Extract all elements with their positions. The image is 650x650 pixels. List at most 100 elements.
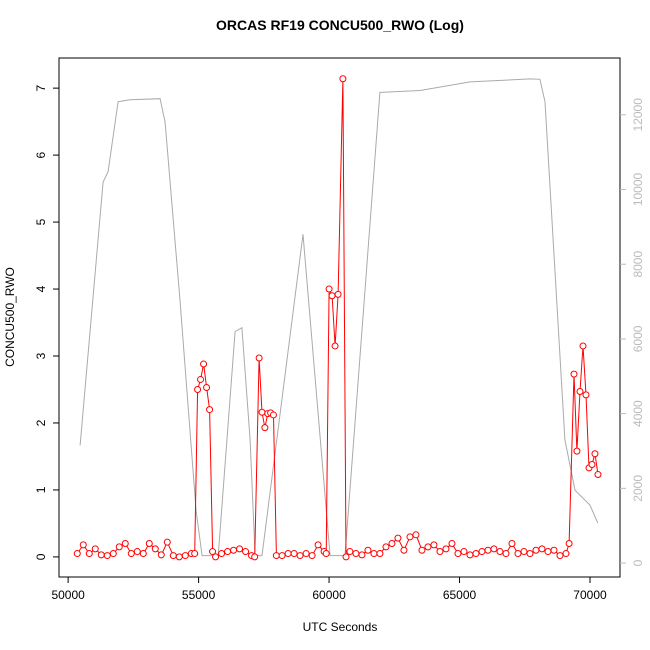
- point: [514, 550, 522, 558]
- point: [284, 550, 292, 558]
- y-tick-label: 4: [34, 285, 48, 292]
- point: [430, 541, 438, 549]
- point: [579, 342, 587, 350]
- point: [308, 552, 316, 560]
- y2-tick-label: 0: [631, 559, 645, 566]
- point: [242, 548, 250, 556]
- point: [255, 354, 263, 362]
- x-tick-label: 60000: [312, 588, 346, 602]
- point: [163, 538, 171, 546]
- point: [191, 550, 199, 558]
- x-tick-label: 70000: [573, 588, 607, 602]
- point: [370, 550, 378, 558]
- point: [85, 550, 93, 558]
- point: [436, 548, 444, 556]
- point: [206, 406, 214, 414]
- point: [302, 550, 310, 558]
- point: [346, 548, 354, 556]
- y2-tick-label: 2000: [631, 475, 645, 502]
- point: [236, 545, 244, 553]
- x-tick-label: 55000: [182, 588, 216, 602]
- point: [594, 471, 602, 479]
- point: [200, 360, 208, 368]
- point: [139, 550, 147, 558]
- x-tick-label: 50000: [51, 588, 85, 602]
- point: [339, 75, 347, 83]
- point: [145, 540, 153, 548]
- point: [103, 552, 111, 560]
- point: [502, 550, 510, 558]
- point: [109, 550, 117, 558]
- point: [406, 533, 414, 541]
- point: [230, 546, 238, 554]
- series-line: [76, 78, 599, 559]
- point: [322, 550, 330, 558]
- point: [382, 543, 390, 551]
- point: [314, 541, 322, 549]
- point: [526, 550, 534, 558]
- point: [212, 553, 220, 561]
- y2-tick-label: 10000: [631, 172, 645, 206]
- point: [508, 540, 516, 548]
- point: [169, 552, 177, 560]
- y-tick-label: 6: [34, 151, 48, 158]
- point: [331, 342, 339, 350]
- point: [352, 550, 360, 558]
- point: [261, 424, 269, 432]
- point: [478, 548, 486, 556]
- point: [91, 545, 99, 553]
- x-tick-label: 65000: [443, 588, 477, 602]
- point: [209, 548, 217, 556]
- point: [562, 550, 570, 558]
- y-tick-label: 1: [34, 486, 48, 493]
- y-tick-label: 5: [34, 218, 48, 225]
- point: [532, 546, 540, 554]
- point: [73, 550, 81, 558]
- point: [79, 541, 87, 549]
- point: [388, 540, 396, 548]
- point: [544, 548, 552, 556]
- point: [296, 552, 304, 560]
- point: [412, 531, 420, 539]
- point: [290, 550, 298, 558]
- point: [448, 540, 456, 548]
- point: [582, 391, 590, 399]
- point: [203, 383, 211, 391]
- point: [151, 545, 159, 553]
- y-tick-label: 3: [34, 352, 48, 359]
- point: [251, 553, 259, 561]
- point: [194, 385, 202, 393]
- point: [588, 460, 596, 468]
- point: [550, 546, 558, 554]
- y-tick-label: 7: [34, 84, 48, 91]
- point: [520, 548, 528, 556]
- point: [364, 546, 372, 554]
- point: [454, 550, 462, 558]
- point: [258, 408, 266, 416]
- point: [269, 411, 277, 419]
- point: [127, 550, 135, 558]
- point: [418, 546, 426, 554]
- point: [218, 550, 226, 558]
- point: [538, 545, 546, 553]
- point: [181, 552, 189, 560]
- point: [400, 546, 408, 554]
- point: [484, 546, 492, 554]
- y-axis-label: CONCU500_RWO: [3, 267, 17, 367]
- point: [573, 447, 581, 455]
- point: [570, 370, 578, 378]
- y-tick-label: 2: [34, 419, 48, 426]
- point: [358, 551, 366, 559]
- point: [424, 543, 432, 551]
- point: [334, 290, 342, 298]
- point: [115, 543, 123, 551]
- point: [442, 545, 450, 553]
- x-axis-label: UTC Seconds: [303, 620, 378, 634]
- y2-tick-label: 12000: [631, 98, 645, 132]
- point: [328, 292, 336, 300]
- point: [472, 550, 480, 558]
- point: [565, 540, 573, 548]
- point: [556, 552, 564, 560]
- chart-title: ORCAS RF19 CONCU500_RWO (Log): [216, 17, 464, 33]
